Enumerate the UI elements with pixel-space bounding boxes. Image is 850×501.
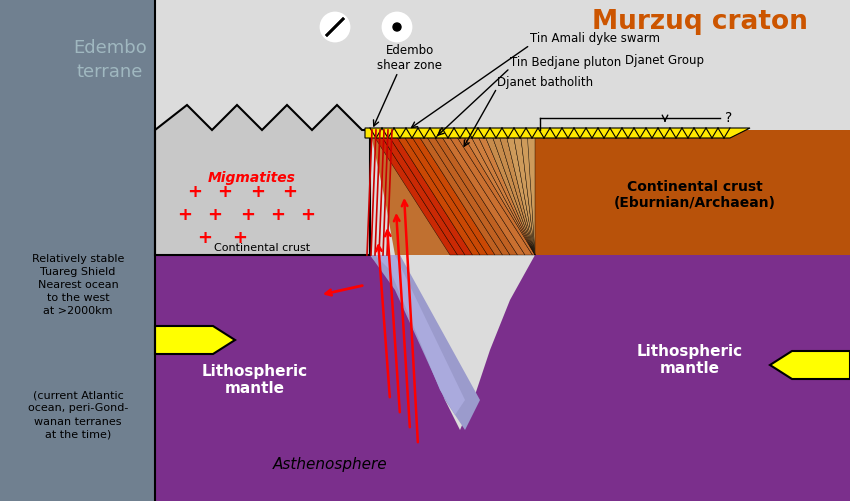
Polygon shape (393, 130, 480, 255)
Text: Relatively stable
Tuareg Shield
Nearest ocean
to the west
at >2000km: Relatively stable Tuareg Shield Nearest … (31, 254, 124, 317)
Text: +: + (251, 183, 265, 201)
Text: +: + (218, 183, 233, 201)
Polygon shape (385, 130, 473, 255)
Text: Continental crust: Continental crust (214, 243, 310, 253)
Polygon shape (375, 255, 465, 415)
Polygon shape (505, 130, 535, 255)
Text: +: + (207, 206, 223, 224)
Text: +: + (197, 229, 212, 247)
Text: Murzuq craton: Murzuq craton (592, 9, 808, 35)
Text: (current Atlantic
ocean, peri-Gond-
wanan terranes
at the time): (current Atlantic ocean, peri-Gond- wana… (28, 390, 128, 440)
Text: Migmatites: Migmatites (208, 171, 296, 185)
Polygon shape (535, 130, 850, 255)
Text: Edembo
shear zone: Edembo shear zone (377, 44, 443, 72)
Polygon shape (468, 130, 535, 255)
Polygon shape (490, 130, 535, 255)
Circle shape (383, 13, 411, 41)
Text: Lithospheric
mantle: Lithospheric mantle (637, 344, 743, 376)
Text: Tin Amali dyke swarm: Tin Amali dyke swarm (530, 32, 660, 45)
Polygon shape (407, 130, 495, 255)
Polygon shape (528, 130, 535, 255)
Polygon shape (460, 130, 535, 255)
Polygon shape (483, 130, 535, 255)
Polygon shape (155, 430, 850, 501)
Polygon shape (497, 130, 535, 255)
Text: Djanet Group: Djanet Group (626, 54, 705, 67)
Text: +: + (241, 206, 256, 224)
Polygon shape (370, 255, 480, 430)
Text: Edembo
terrane: Edembo terrane (73, 39, 147, 81)
Text: Asthenosphere: Asthenosphere (273, 457, 388, 472)
Text: Continental crust
(Eburnian/Archaean): Continental crust (Eburnian/Archaean) (614, 180, 776, 210)
Text: +: + (270, 206, 286, 224)
Text: Tin Bedjane pluton: Tin Bedjane pluton (510, 56, 621, 69)
Polygon shape (430, 130, 518, 255)
Polygon shape (520, 130, 535, 255)
FancyArrow shape (155, 326, 235, 354)
Text: Djanet batholith: Djanet batholith (497, 76, 593, 89)
Polygon shape (445, 130, 532, 255)
Polygon shape (460, 255, 850, 430)
Circle shape (393, 23, 401, 31)
Polygon shape (513, 130, 535, 255)
Polygon shape (415, 130, 502, 255)
Polygon shape (365, 128, 750, 138)
Text: +: + (301, 206, 315, 224)
Polygon shape (377, 130, 465, 255)
Polygon shape (155, 255, 460, 430)
Text: +: + (233, 229, 247, 247)
Polygon shape (0, 365, 850, 501)
FancyArrow shape (770, 351, 850, 379)
Polygon shape (370, 130, 535, 255)
Polygon shape (438, 130, 525, 255)
Polygon shape (370, 130, 457, 255)
Text: +: + (282, 183, 297, 201)
Polygon shape (0, 0, 155, 501)
Polygon shape (452, 130, 535, 255)
Polygon shape (422, 130, 510, 255)
Polygon shape (400, 130, 488, 255)
Polygon shape (155, 105, 370, 255)
Text: +: + (188, 183, 202, 201)
Text: ?: ? (725, 111, 732, 125)
Text: Lithospheric
mantle: Lithospheric mantle (202, 364, 308, 396)
Text: +: + (178, 206, 192, 224)
Circle shape (321, 13, 349, 41)
Polygon shape (475, 130, 535, 255)
Polygon shape (0, 430, 850, 501)
